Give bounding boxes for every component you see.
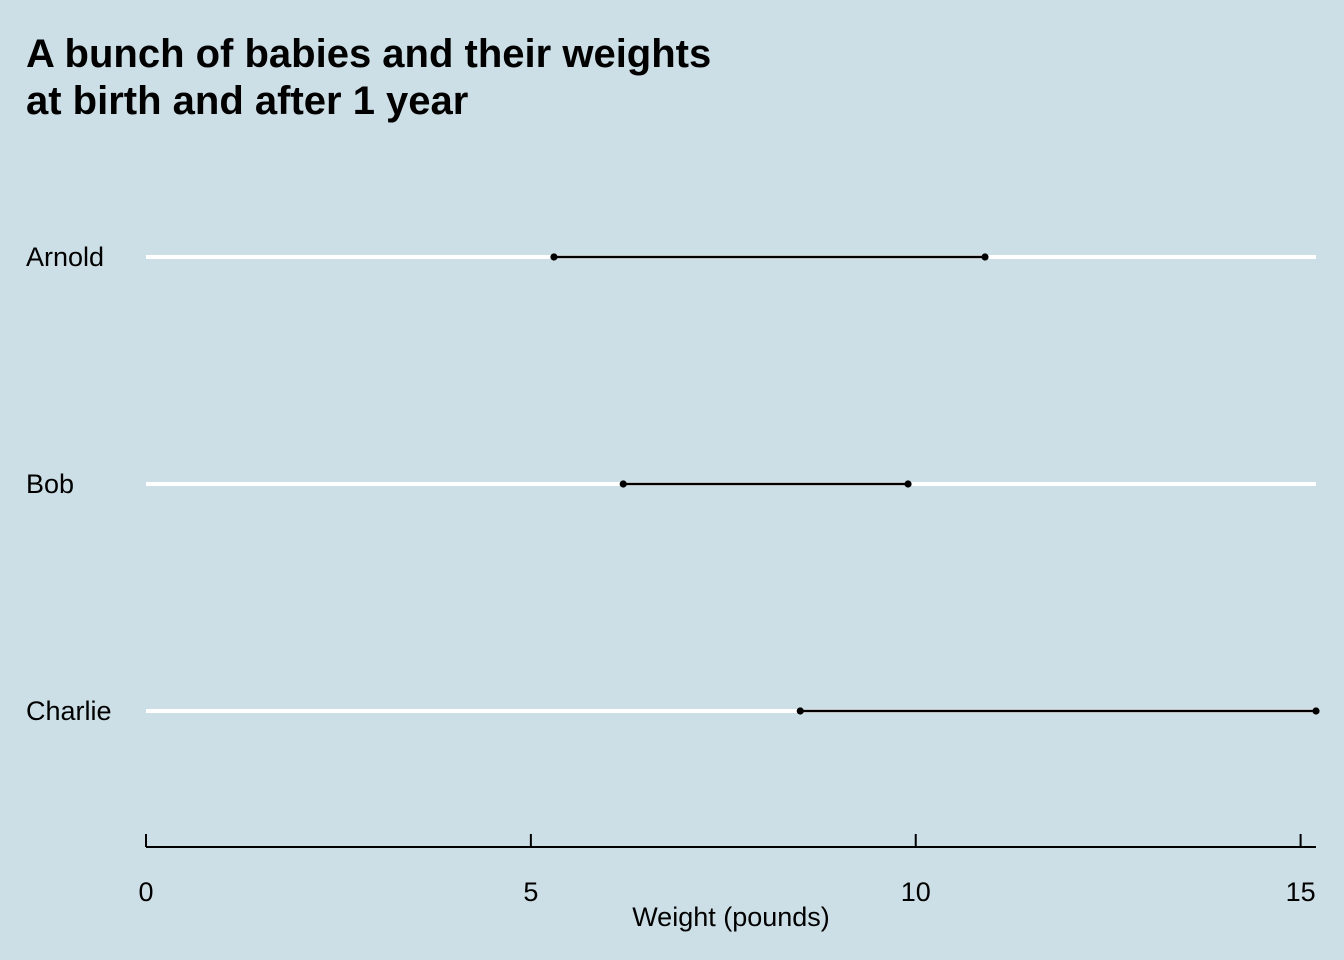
category-label-charlie: Charlie [26, 696, 112, 726]
dumbbell-points [550, 253, 1320, 715]
x-tick-label-15: 15 [1286, 877, 1316, 907]
point-bob-1 [904, 480, 912, 488]
point-arnold-1 [981, 253, 989, 261]
point-charlie-1 [1312, 707, 1320, 715]
dumbbell-segments [553, 255, 1316, 713]
point-bob-0 [619, 480, 627, 488]
category-label-arnold: Arnold [26, 242, 104, 272]
chart-title-line-2: at birth and after 1 year [26, 79, 469, 123]
point-charlie-0 [796, 707, 804, 715]
chart-title-line-1: A bunch of babies and their weights [26, 32, 712, 76]
x-tick-label-0: 0 [138, 877, 153, 907]
category-labels: Arnold Bob Charlie [26, 242, 112, 726]
x-tick-label-5: 5 [523, 877, 538, 907]
x-tick-label-10: 10 [901, 877, 931, 907]
point-arnold-0 [550, 253, 558, 261]
category-label-bob: Bob [26, 469, 74, 499]
x-axis: 0 5 10 15 [138, 834, 1316, 907]
x-axis-label: Weight (pounds) [632, 902, 830, 932]
